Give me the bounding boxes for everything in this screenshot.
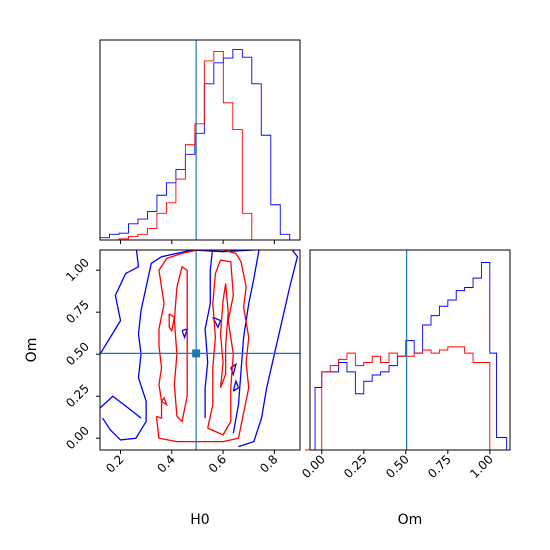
contour-blue [100,250,140,355]
om-y-tick-label: 0.25 [63,381,92,410]
h0-histogram-panel [99,39,301,244]
contour-red [207,259,234,436]
h0-om-contour-panel: 0.2 0.4 0.6 0.8 0.00 0.25 0.50 0.75 1.00 [63,249,301,476]
om-y-tick-label: 0.75 [63,297,92,326]
x-axis-label-om: Om [398,512,423,528]
om-y-tick-label: 1.00 [63,255,92,284]
om-hist-red [304,346,507,451]
contour-lines [100,250,299,448]
x-axis-label-h0: H0 [190,512,209,528]
om-x-tick-label: 1.00 [467,452,496,481]
contour-red [168,313,176,333]
contour-blue [212,316,222,329]
h0-hist-frame [99,39,301,241]
om-x-tick-label: 0.25 [341,452,370,481]
contour-blue [181,327,189,340]
om-x-tick-label: 0.75 [425,452,454,481]
contour-blue [232,378,240,392]
om-histogram-panel: 0.00 0.25 0.50 0.75 1.00 [299,249,511,481]
contour-frame [99,249,301,451]
y-axis-label-om: Om [24,338,40,363]
contour-red [219,283,229,389]
om-y-tick-label: 0.00 [63,423,92,452]
h0-hist-blue [99,49,300,241]
truth-marker [192,349,201,358]
contour-red [155,250,250,443]
h0-hist-red [100,50,300,241]
contour-blue [204,250,214,419]
om-x-tick-label: 0.00 [299,452,328,481]
contour-blue [100,395,142,419]
h0-tick-label: 0.4 [155,452,178,475]
om-hist-frame [309,249,511,451]
om-x-tick-label: 0.50 [383,452,412,481]
h0-tick-label: 0.8 [257,452,280,475]
contour-red [161,396,168,407]
h0-tick-label: 0.6 [206,452,229,475]
om-hist-blue [304,262,508,451]
contour-blue [102,250,299,448]
contour-red [173,265,188,423]
contour-blue [232,250,260,434]
h0-tick-label: 0.2 [103,452,126,475]
om-y-tick-label: 0.50 [63,339,92,368]
